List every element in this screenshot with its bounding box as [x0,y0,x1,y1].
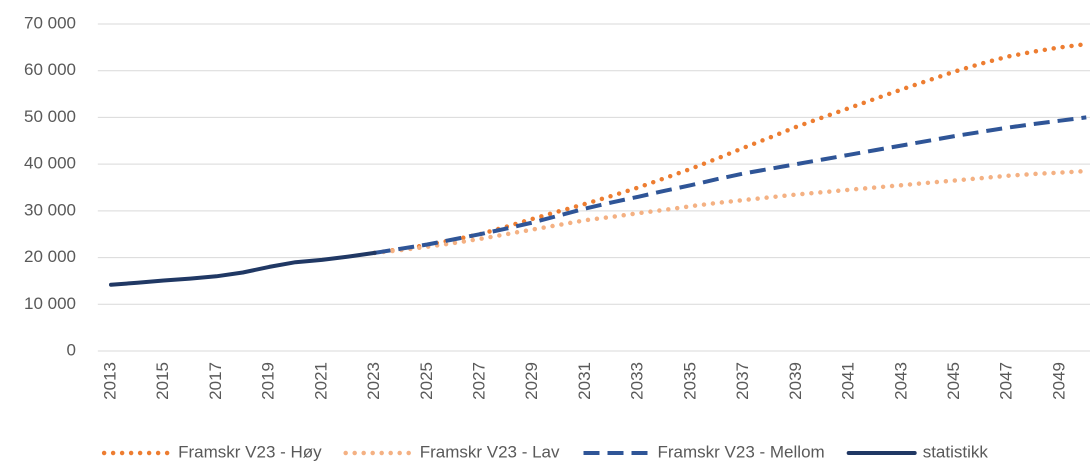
x-tick-label: 2025 [417,362,436,400]
legend-label: Framskr V23 - Mellom [658,442,825,461]
x-tick-label: 2017 [206,362,225,400]
x-tick-label: 2049 [1049,362,1068,400]
x-tick-label: 2045 [944,362,963,400]
x-tick-label: 2015 [153,362,172,400]
x-tick-label: 2043 [891,362,910,400]
series-line [109,250,377,287]
y-tick-label: 40 000 [24,154,76,173]
x-tick-label: 2023 [364,362,383,400]
x-tick-label: 2037 [733,362,752,400]
x-tick-label: 2033 [628,362,647,400]
legend-label: statistikk [923,442,989,461]
x-tick-label: 2035 [680,362,699,400]
x-tick-label: 2039 [786,362,805,400]
y-tick-label: 30 000 [24,200,76,219]
x-tick-label: 2019 [259,362,278,400]
y-tick-label: 60 000 [24,60,76,79]
series-line [374,115,1087,255]
legend-label: Framskr V23 - Lav [420,442,560,461]
y-tick-label: 0 [67,340,76,359]
x-tick-label: 2013 [100,362,119,400]
y-tick-label: 70 000 [24,13,76,32]
y-tick-label: 20 000 [24,247,76,266]
legend-label: Framskr V23 - Høy [178,442,322,461]
x-tick-label: 2029 [522,362,541,400]
series-line [372,168,1089,256]
x-tick-label: 2021 [311,362,330,400]
y-tick-label: 50 000 [24,107,76,126]
x-tick-label: 2041 [839,362,858,400]
x-tick-label: 2047 [997,362,1016,400]
x-tick-label: 2031 [575,362,594,400]
y-tick-label: 10 000 [24,294,76,313]
x-tick-label: 2027 [470,362,489,400]
series-line [372,41,1089,256]
